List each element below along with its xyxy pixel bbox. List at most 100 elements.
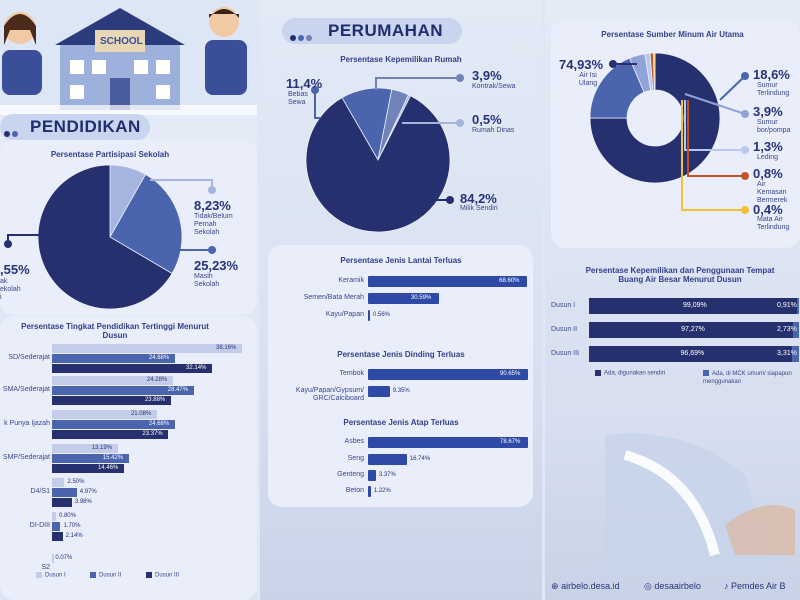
tingkat-bar-6-0 [52,554,54,563]
sumber-leader-2 [684,93,746,115]
kepemilikan-leader-2-dot [456,74,464,82]
kepemilikan-label-1: Bebas Sewa [288,91,308,106]
kepemilikan-value-2: 3,9% [472,68,502,83]
tingkat-bar-label-1-1: 28.47% [167,387,189,393]
sumber-label-0: Air Isi Ulang [578,72,598,87]
atap-value-0: 78.67% [500,439,521,445]
header-dots-2 [290,28,314,46]
pendidikan-title: PENDIDIKAN [30,117,141,136]
partisipasi-label-1: Masih Sekolah [194,273,220,288]
tingkat-bar-2-2 [52,430,169,439]
lantai-bar-2 [368,310,370,321]
tingkat-bar-4-1 [52,488,77,497]
sumber-leader-1 [719,75,746,101]
tingkat-category-6: S2 [41,564,50,571]
atap-bar-2 [368,470,376,481]
partisipasi-title: Persentase Partisipasi Sekolah [50,150,170,159]
tingkat-bar-0-0 [52,344,242,353]
pendidikan-header [0,114,150,140]
sumber-leader-4-dot [741,172,749,180]
tingkat-category-2: k Punya Ijazah [4,420,50,427]
sumber-leader-0-dot [609,60,617,68]
sumber-value-4: 0,8% [753,166,783,181]
sumber-slice-5 [652,52,656,91]
tingkat-bar-3-1 [52,454,129,463]
buang-value-other-2: 3,31% [777,350,797,357]
atap-bar-3 [368,486,371,497]
partisipasi-label-2a: ak [0,278,8,285]
dinding-value-0: 90.65% [500,371,521,377]
buang-row-label-0: Dusun I [551,302,576,309]
tingkat-bar-1-0 [52,376,173,385]
atap-label-0: Asbes [344,438,364,445]
partisipasi-label-2c: i [0,294,2,301]
buang-chart: Dusun I 99,09% 0,91% Dusun II 97,27% 2,73% Dus… [545,0,800,600]
lantai-title: Persentase Jenis Lantai Terluas [340,256,462,265]
sumber-leader-3 [684,100,745,151]
buang-bar-own-0 [589,298,798,314]
perumahan-title: PERUMAHAN [328,21,443,40]
sumber-leader-5 [681,100,745,211]
footer-website[interactable]: ⊕ airbelo.desa.id [551,581,620,591]
tingkat-legend-0: Dusun I [36,572,66,579]
sumber-label-1: Sumur Terlindung [757,82,790,97]
tingkat-category-3: SMP/Sederajat [2,454,50,461]
buang-legend-1: Ada, di MCK umum/ siapapun menggunakan [703,370,792,385]
sumber-donut [589,52,749,214]
dinding-bar-1 [368,386,390,397]
partisipasi-leader-1-dot [208,246,216,254]
kepemilikan-slice-3 [305,95,451,233]
kepemilikan-leader-1-dot [311,86,319,94]
kepemilikan-title: Persentase Kepemilikan Rumah [340,55,462,64]
pendidikan-panel: SCHOOL PENDIDIKAN Persentase Partisipasi… [0,0,257,600]
tingkat-bar-label-5-2: 2.14% [65,533,83,539]
tingkat-bar-3-2 [52,464,124,473]
globe-icon: ⊕ [551,581,559,591]
dinding-label-0: Tembok [339,370,364,377]
kepemilikan-label-2: Kontrak/Sewa [472,83,516,90]
tingkat-bar-5-2 [52,532,63,541]
perumahan-panel: PERUMAHAN Persentase Kepemilikan Rumah 1… [260,0,542,600]
sumber-value-1: 18,6% [753,67,790,82]
dinding-title: Persentase Jenis Dinding Terluas [337,350,465,359]
partisipasi-label-2b: ekolah [0,286,21,293]
buang-value-own-2: 96,69% [680,350,705,357]
tingkat-bar-label-0-0: 38.16% [216,345,237,351]
buang-value-other-0: 0,91% [777,302,797,309]
sumber-title: Persentase Sumber Minum Air Utama [601,30,744,39]
buang-title: Persentase Kepemilikan dan Penggunaan Te… [585,266,775,284]
partisipasi-slice-2 [37,164,173,310]
tingkat-bar-label-0-1: 24.68% [148,355,170,361]
tingkat-category-4: D4/S1 [30,488,50,495]
tingkat-bar-label-6-0: 0.07% [55,555,73,561]
partisipasi-value-0: 8,23% [194,198,231,213]
sumber-value-3: 1,3% [753,139,783,154]
tingkat-bar-label-2-1: 24.68% [148,421,170,427]
footer-tiktok[interactable]: ♪ Pemdes Air B [724,581,786,591]
sumber-leader-1-dot [741,72,749,80]
tingkat-title: Persentase Tingkat Pendidikan Tertinggi … [21,322,209,340]
lantai-label-0: Keramik [338,277,364,284]
tingkat-bar-2-0 [52,410,157,419]
footer-instagram[interactable]: ◎ desaairbelo [644,581,701,591]
lantai-value-2: 0.56% [373,312,391,318]
kepemilikan-value-1: 11,4% [286,76,323,91]
school-sign: SCHOOL [100,36,143,47]
partisipasi-label-0: Tidak/Belum Pernah Sekolah [194,213,233,236]
kepemilikan-leader-1 [314,90,320,119]
tingkat-chart: SD/Sederajat 38.16% 24.68% 32.14% SMA/Sedera… [0,0,257,600]
tingkat-bar-label-3-1: 15.42% [102,455,124,461]
kepemilikan-leader-0-dot [446,196,454,204]
header-dots [4,124,20,142]
lantai-label-1: Semen/Bata Merah [303,294,364,301]
kepemilikan-pie [305,74,464,233]
tingkat-bar-label-4-0: 2.50% [67,479,85,485]
dinding-value-1: 9.35% [392,388,410,394]
buang-bar-other-1 [793,322,799,338]
sumber-value-0: 74,93% [559,57,604,72]
buang-value-own-0: 99,09% [683,302,707,309]
lantai-bar-0 [368,276,528,287]
instagram-icon: ◎ [644,581,652,591]
atap-title: Persentase Jenis Atap Terluas [343,418,459,427]
lantai-value-0: 68.60% [499,278,520,284]
